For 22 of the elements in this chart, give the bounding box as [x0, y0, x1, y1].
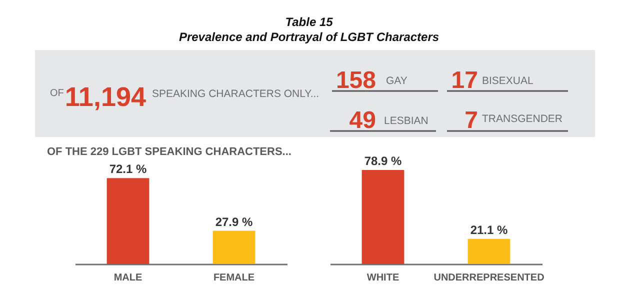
data-label: 27.9 %	[215, 214, 254, 229]
text: 49	[349, 107, 376, 134]
chart-title: OF THE 229 LGBT SPEAKING CHARACTERS...	[47, 146, 292, 158]
text: 11,194	[64, 82, 146, 112]
text: Table 15	[285, 15, 334, 29]
data-label: 21.1 %	[470, 222, 508, 237]
text: BISEXUAL	[482, 75, 534, 87]
text: 17	[451, 67, 478, 94]
text: TRANSGENDER	[482, 113, 563, 125]
data-label: 78.9 %	[364, 154, 402, 168]
data-label: 72.1 %	[109, 162, 148, 176]
text: 7	[464, 107, 478, 134]
text: Prevalence and Portrayal of LGBT Characters	[178, 30, 440, 44]
x-tick-label: WHITE	[366, 272, 400, 284]
x-tick-label: MALE	[114, 272, 142, 284]
text: 158	[336, 67, 376, 94]
x-tick-label: UNDERREPRESENTED	[434, 272, 544, 284]
text: GAY	[386, 75, 408, 87]
text: LESBIAN	[384, 115, 428, 127]
text: SPEAKING CHARACTERS ONLY...	[152, 88, 320, 100]
x-tick-label: FEMALE	[213, 272, 255, 284]
text: OF	[50, 88, 64, 99]
